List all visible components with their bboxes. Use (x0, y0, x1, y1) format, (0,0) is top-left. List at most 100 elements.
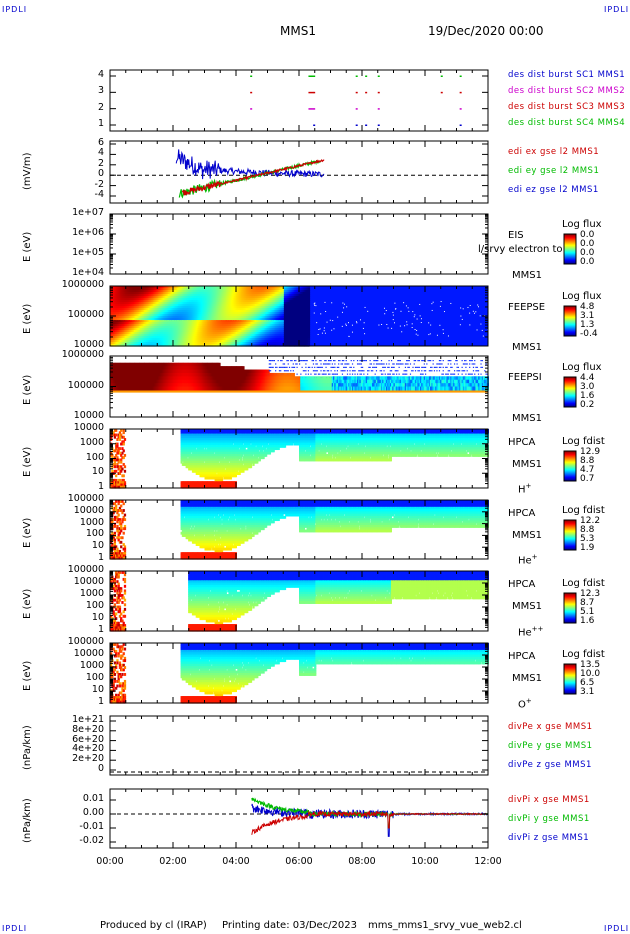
heatmap-cell (118, 332, 122, 335)
heatmap-cell (116, 328, 119, 331)
heatmap-cell (218, 314, 221, 317)
heatmap-cell (122, 302, 125, 305)
panel-feepse (109, 285, 577, 347)
heatmap-cell (123, 344, 127, 347)
heatmap-cell (215, 288, 219, 291)
heatmap-cell (174, 326, 177, 329)
heatmap-cell (167, 318, 171, 321)
heatmap-cell (171, 304, 174, 307)
heatmap-cell (194, 330, 197, 333)
heatmap-cell (223, 292, 226, 295)
heatmap-cell (242, 332, 245, 335)
heatmap-cell (165, 312, 168, 315)
heatmap-cell (242, 302, 245, 305)
heatmap-cell (195, 340, 198, 343)
heatmap-cell (236, 304, 239, 307)
heatmap-cell (156, 314, 159, 317)
heatmap-cell (186, 320, 190, 323)
heatmap-cell (113, 290, 117, 293)
heatmap-cell (200, 288, 203, 291)
heatmap-cell (157, 344, 161, 347)
heatmap-cell (173, 290, 176, 293)
heatmap-cell (207, 298, 210, 301)
heatmap-cell (191, 336, 195, 339)
heatmap-cell (140, 300, 143, 303)
heatmap-cell (243, 292, 246, 295)
heatmap-cell (142, 306, 146, 309)
heatmap-cell (112, 290, 115, 293)
heatmap-cell (155, 342, 158, 345)
heatmap-cell (249, 322, 253, 325)
heatmap-cell (217, 300, 220, 303)
heatmap-cell (203, 336, 206, 339)
heatmap-cell (190, 288, 193, 291)
heatmap-cell (237, 304, 240, 307)
heatmap-cell (233, 296, 236, 299)
heatmap-cell (204, 338, 207, 341)
heatmap-cell (209, 326, 212, 329)
heatmap-cell (258, 292, 261, 295)
burst-mark (440, 75, 443, 77)
heatmap-cell (160, 292, 163, 295)
heatmap-cell (169, 286, 172, 289)
heatmap-cell (147, 300, 151, 303)
heatmap-cell (234, 322, 237, 325)
heatmap-cell (239, 304, 243, 307)
heatmap-cell (160, 290, 163, 293)
heatmap-cell (161, 338, 164, 341)
heatmap-cell (137, 316, 140, 319)
heatmap-cell (230, 294, 234, 297)
heatmap-cell (238, 306, 241, 309)
heatmap-cell (241, 334, 244, 337)
heatmap-cell (228, 326, 231, 329)
heatmap-cell (249, 300, 253, 303)
heatmap-cell (208, 308, 211, 311)
heatmap-cell (184, 294, 187, 297)
heatmap-cell (157, 306, 161, 309)
heatmap-cell (263, 342, 266, 345)
heatmap-cell (174, 296, 177, 299)
heatmap-cell (225, 326, 229, 329)
heatmap-cell (201, 306, 205, 309)
heatmap-cell (188, 294, 191, 297)
heatmap-cell (180, 332, 183, 335)
heatmap-cell (228, 314, 231, 317)
heatmap-cell (186, 318, 190, 321)
heatmap-cell (125, 310, 128, 313)
heatmap-cell (194, 286, 197, 289)
heatmap-cell (188, 326, 191, 329)
heatmap-cell (162, 294, 166, 297)
heatmap-cell (220, 336, 224, 339)
heatmap-cell (212, 328, 215, 331)
heatmap-cell (215, 298, 219, 301)
heatmap-cell (236, 310, 239, 313)
heatmap-cell (145, 338, 148, 341)
heatmap-cell (111, 298, 114, 301)
heatmap-cell (178, 344, 181, 347)
heatmap-cell (180, 306, 183, 309)
heatmap-cell (193, 344, 196, 347)
heatmap-cell (132, 302, 135, 305)
heatmap-cell (147, 306, 151, 309)
heatmap-cell (198, 306, 201, 309)
heatmap-cell (130, 344, 133, 347)
heatmap-cell (142, 296, 146, 299)
heatmap-cell (228, 308, 231, 311)
heatmap-cell (170, 340, 173, 343)
heatmap-cell (123, 336, 127, 339)
heatmap-cell (179, 290, 182, 293)
heatmap-cell (194, 324, 197, 327)
heatmap-cell (136, 342, 139, 345)
heatmap-cell (179, 292, 182, 295)
heatmap-cell (152, 302, 156, 305)
heatmap-cell (222, 332, 225, 335)
heatmap-cell (262, 314, 265, 317)
heatmap-cell (241, 300, 244, 303)
heatmap-cell (242, 334, 245, 337)
heatmap-cell (220, 312, 224, 315)
heatmap-cell (242, 316, 245, 319)
heatmap-cell (210, 324, 214, 327)
heatmap-cell (236, 318, 239, 321)
heatmap-cell (194, 310, 197, 313)
heatmap-cell (243, 320, 246, 323)
